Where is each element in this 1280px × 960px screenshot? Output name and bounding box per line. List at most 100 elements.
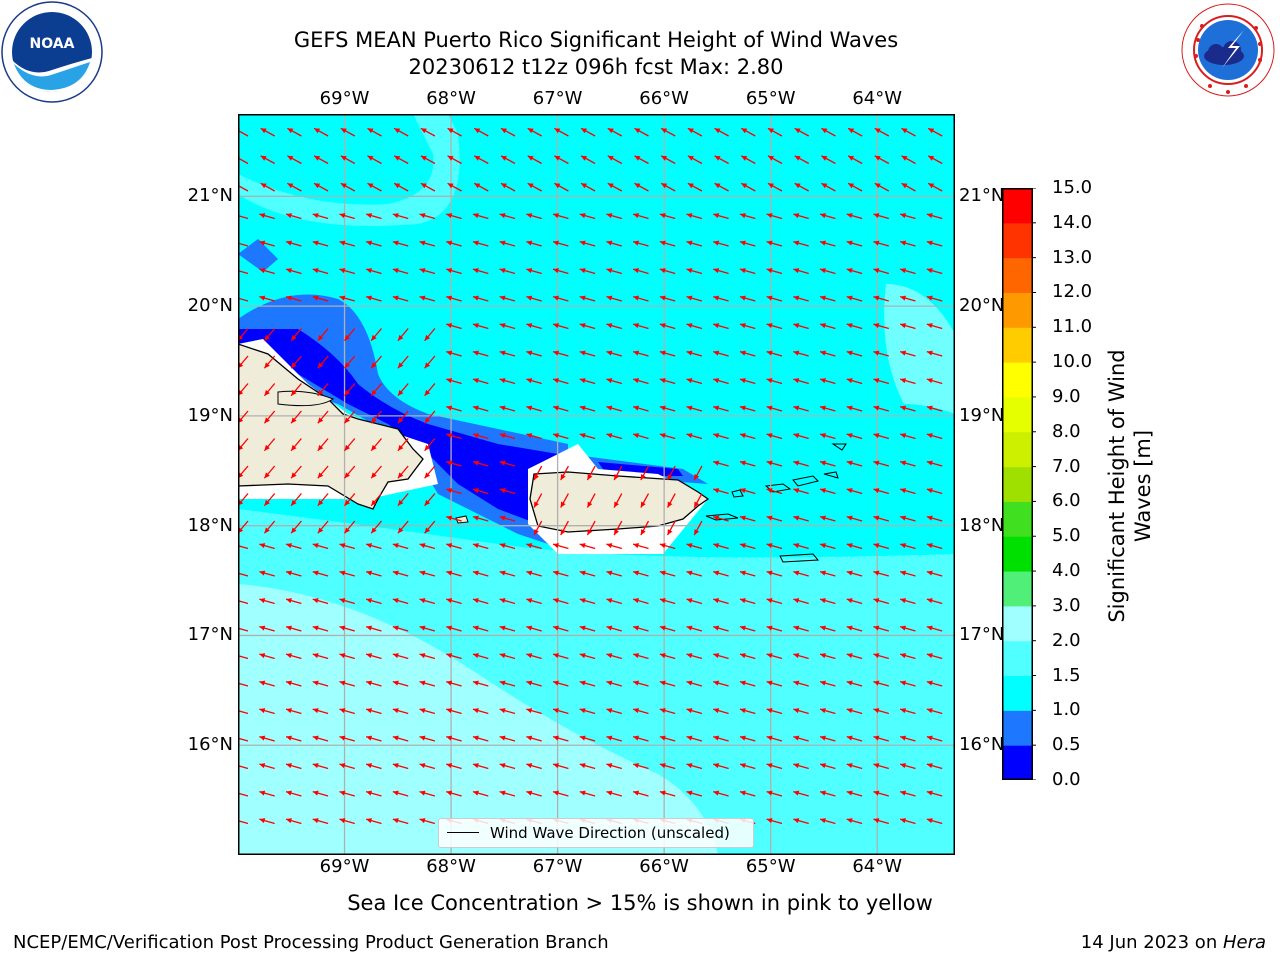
wave-direction-arrowhead (367, 183, 374, 189)
wave-direction-arrowhead (606, 323, 613, 329)
wave-direction-arrowhead (392, 240, 399, 246)
sea-ice-note: Sea Ice Concentration > 15% is shown in … (347, 891, 933, 915)
wave-direction-arrowhead (713, 268, 720, 274)
footer-credit: NCEP/EMC/Verification Post Processing Pr… (13, 932, 609, 953)
wave-direction-arrowhead (286, 818, 292, 824)
wave-direction-arrowhead (419, 735, 426, 741)
wave-direction-arrowhead (499, 488, 506, 494)
wave-direction-arrowhead (264, 417, 270, 424)
wave-direction-arrowhead (397, 499, 404, 506)
wave-direction-arrowhead (472, 405, 479, 411)
wave-direction-arrowhead (286, 625, 292, 631)
wave-direction-arrowhead (900, 653, 907, 659)
wave-direction-arrowhead (713, 378, 720, 384)
wave-direction-arrowhead (527, 183, 534, 189)
wave-direction-arrowhead (424, 389, 431, 396)
wave-direction-arrowhead (793, 405, 800, 411)
wave-direction-arrow (238, 792, 249, 797)
wave-direction-arrowhead (526, 598, 533, 604)
wave-direction-arrowhead (661, 155, 668, 161)
wave-direction-arrowhead (607, 183, 614, 189)
wave-direction-arrowhead (371, 444, 377, 451)
colorbar-tick-label: 0.5 (1052, 734, 1081, 756)
wave-direction-arrowhead (766, 818, 773, 824)
puerto-rico-landmass (529, 471, 710, 533)
wave-direction-arrowhead (339, 708, 346, 714)
wave-direction-arrowhead (367, 155, 374, 161)
wave-direction-arrowhead (766, 570, 773, 576)
wave-direction-arrowhead (846, 543, 853, 549)
wave-direction-arrowhead (820, 323, 826, 329)
wave-direction-arrowhead (472, 433, 479, 439)
wave-direction-arrowhead (659, 763, 666, 769)
wave-direction-arrowhead (366, 543, 373, 549)
wave-direction-arrowhead (424, 472, 431, 479)
wave-direction-arrowhead (633, 680, 640, 686)
wave-direction-arrowhead (286, 240, 292, 246)
wave-direction-arrowhead (446, 488, 453, 494)
wave-direction-arrowhead (659, 708, 666, 714)
wave-direction-arrowhead (846, 790, 853, 796)
wave-direction-arrowhead (579, 790, 586, 796)
wave-direction-arrowhead (820, 460, 826, 466)
vieques (705, 513, 739, 521)
wave-direction-arrowhead (846, 763, 853, 769)
wave-direction-arrow (238, 157, 249, 165)
wave-direction-arrowhead (900, 378, 907, 384)
wave-direction-arrowhead (419, 543, 426, 549)
wave-direction-arrowhead (472, 763, 479, 769)
wave-direction-arrowhead (767, 155, 774, 161)
wave-direction-arrowhead (259, 790, 266, 796)
wave-direction-arrowhead (554, 183, 561, 189)
latitude-label: 18°N (187, 514, 233, 536)
wave-field-2.0-3.0-south (238, 584, 718, 855)
longitude-label: 66°W (639, 856, 689, 877)
wave-direction-arrowhead (526, 323, 533, 329)
wave-direction-arrowhead (793, 433, 800, 439)
wave-direction-arrowhead (312, 570, 319, 576)
wave-direction-arrowhead (397, 472, 404, 479)
wave-direction-arrowhead (344, 362, 350, 369)
wave-direction-arrowhead (419, 680, 426, 686)
wave-direction-arrowhead (446, 295, 453, 301)
wave-direction-arrowhead (873, 405, 880, 411)
wave-direction-arrowhead (499, 790, 506, 796)
wave-direction-arrowhead (794, 128, 801, 134)
wave-direction-arrowhead (821, 155, 828, 161)
wave-direction-arrowhead (606, 240, 613, 246)
wind-wave-direction-arrows (238, 127, 943, 825)
culebra (731, 489, 744, 498)
wave-direction-arrow (238, 214, 249, 220)
wave-direction-arrowhead (633, 598, 640, 604)
wave-direction-arrowhead (659, 680, 666, 686)
wave-direction-arrowhead (926, 378, 933, 384)
wave-direction-arrowhead (392, 680, 399, 686)
wave-direction-arrowhead (419, 295, 426, 301)
wave-direction-arrowhead (794, 183, 801, 189)
wave-direction-arrowhead (446, 460, 453, 466)
wave-direction-arrowhead (820, 488, 826, 494)
wave-direction-arrowhead (926, 570, 933, 576)
wave-direction-arrowhead (286, 268, 292, 274)
wave-direction-arrowhead (873, 790, 880, 796)
wave-direction-arrowhead (694, 529, 700, 536)
wave-direction-arrowhead (366, 295, 373, 301)
wave-direction-arrowhead (259, 598, 266, 604)
wave-direction-arrowhead (472, 543, 479, 549)
wave-direction-arrowhead (419, 240, 426, 246)
wave-direction-arrowhead (766, 515, 773, 521)
wave-direction-arrow (238, 682, 249, 687)
colorbar-tick-label: 11.0 (1052, 316, 1093, 338)
wave-direction-arrowhead (739, 323, 746, 329)
wave-direction-arrowhead (793, 598, 800, 604)
wave-direction-arrowhead (264, 527, 270, 534)
wave-direction-arrowhead (873, 543, 880, 549)
colorbar-tick-label: 13.0 (1052, 246, 1093, 268)
wave-direction-arrow (238, 184, 249, 192)
colorbar-tick-label: 3.0 (1052, 594, 1081, 616)
colorbar-segment (1002, 431, 1032, 468)
wave-direction-arrowhead (472, 268, 479, 274)
wave-direction-arrowhead (900, 405, 907, 411)
wave-direction-arrow (238, 129, 249, 137)
wave-direction-arrowhead (820, 818, 826, 824)
